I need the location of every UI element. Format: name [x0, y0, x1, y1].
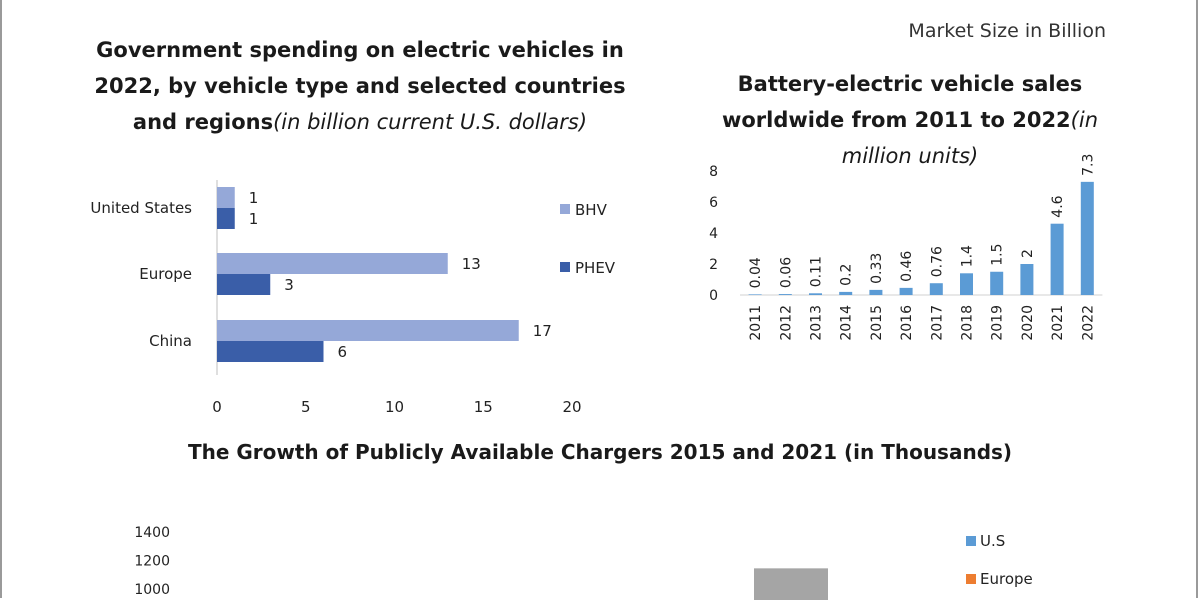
chart1-data-label: 17 [533, 322, 552, 340]
chart1-x-tick-label: 15 [474, 398, 493, 416]
chart2-x-tick-label: 2020 [1020, 305, 1036, 341]
chart2-data-label: 1.5 [990, 243, 1006, 265]
chart2-bar [839, 291, 853, 295]
chart3-y-tick-label: 1400 [134, 525, 170, 541]
chart1-data-label: 1 [249, 189, 259, 207]
chart2-bar [960, 273, 973, 295]
chart1-data-label: 6 [338, 343, 348, 361]
chart2-y-tick-label: 8 [709, 164, 718, 180]
chart2-x-tick-label: 2021 [1050, 305, 1066, 341]
chart2-bar [748, 294, 762, 295]
chart2-x-tick-label: 2017 [929, 305, 945, 341]
chart1-title: Government spending on electric vehicles… [80, 32, 640, 140]
chart1-bar-bhv [217, 187, 235, 208]
chart2-y-tick-label: 2 [709, 257, 718, 273]
bev-sales-chart: 0 2 4 6 8 0.04 2011 0.06 2012 0.11 2013 0.2 2014 0.33… [709, 154, 1103, 341]
chart1-bar-phev [217, 341, 324, 362]
chart3-legend-swatch [966, 536, 976, 546]
chart2-bar [899, 287, 913, 295]
chart1-bar-phev [217, 274, 271, 295]
chart1-legend-label: BHV [575, 201, 608, 219]
chart1-data-label: 3 [284, 276, 294, 294]
chart3-y-tick-label: 1000 [134, 582, 170, 598]
chart3-y-tick-label: 1200 [134, 554, 170, 570]
chart2-x-tick-label: 2014 [839, 305, 855, 341]
chart2-data-label: 1.4 [960, 245, 976, 267]
chart2-bar [809, 293, 822, 295]
chart2-x-tick-label: 2012 [778, 305, 794, 341]
chart2-data-label: 0.76 [929, 246, 945, 277]
chart2-x-tick-label: 2019 [990, 305, 1006, 341]
chart2-bar [929, 283, 943, 295]
chart2-bar [1050, 223, 1064, 295]
chart2-x-tick-label: 2022 [1080, 305, 1096, 341]
chart1-bar-bhv [217, 320, 519, 341]
chart1-bar-phev [217, 208, 235, 229]
chart2-data-label: 0.46 [899, 251, 915, 282]
chart1-title-text: Government spending on electric vehicles… [94, 38, 626, 134]
chart2-y-tick-label: 4 [709, 226, 718, 242]
chart2-data-label: 4.6 [1050, 195, 1066, 217]
chart1-data-label: 1 [249, 210, 259, 228]
chart2-data-label: 0.11 [809, 256, 825, 287]
chart1-x-tick-label: 0 [212, 398, 222, 416]
chart2-bar [990, 271, 1004, 295]
chart1-category-label: China [149, 332, 192, 350]
chart1-x-tick-label: 10 [385, 398, 404, 416]
chart2-x-tick-label: 2013 [809, 305, 825, 341]
chart1-category-label: Europe [139, 265, 192, 283]
chart2-data-label: 0.04 [748, 257, 764, 288]
chart1-x-tick-label: 5 [301, 398, 311, 416]
chart2-bar [1020, 264, 1034, 295]
chart2-data-label: 0.33 [869, 253, 885, 284]
chargers-growth-chart: 1400 1200 1000 U.S Europe [134, 525, 1033, 600]
chart1-subtitle: (in billion current U.S. dollars) [273, 110, 588, 134]
chart2-data-label: 0.2 [839, 264, 855, 286]
chart3-legend-swatch [966, 574, 976, 584]
chart2-subtitle: (in million units) [841, 108, 1099, 168]
chart2-data-label: 2 [1020, 249, 1036, 258]
chart1-legend-swatch-phev [560, 262, 570, 272]
chart3-legend-label: Europe [980, 570, 1033, 588]
government-spending-chart: United States 1 1 Europe 13 3 China 17 6 0 5 10 15 20… [90, 180, 616, 416]
chart2-title: Battery-electric vehicle sales worldwide… [700, 66, 1120, 174]
chart3-legend-label: U.S [980, 532, 1005, 550]
market-size-label: Market Size in Billion [908, 20, 1106, 42]
chart1-bar-bhv [217, 253, 448, 274]
chart1-data-label: 13 [462, 255, 481, 273]
chart2-data-label: 7.3 [1080, 154, 1096, 176]
chart1-legend-swatch-bhv [560, 204, 570, 214]
chart1-category-label: United States [90, 199, 192, 217]
chart2-x-tick-label: 2015 [869, 305, 885, 341]
chart2-bar [778, 294, 792, 295]
chart2-bar [1080, 181, 1094, 295]
chart2-y-tick-label: 6 [709, 195, 718, 211]
chart2-bar [869, 289, 883, 295]
chart3-title: The Growth of Publicly Available Charger… [187, 440, 1013, 464]
chart1-legend-label: PHEV [575, 259, 616, 277]
chart1-x-tick-label: 20 [562, 398, 581, 416]
chart2-y-tick-label: 0 [709, 288, 718, 304]
chart2-x-tick-label: 2018 [960, 305, 976, 341]
chart2-title-text: Battery-electric vehicle sales worldwide… [721, 72, 1083, 132]
chart2-x-tick-label: 2016 [899, 305, 915, 341]
chart3-bar [754, 568, 828, 600]
chart2-x-tick-label: 2011 [748, 305, 764, 341]
chart2-data-label: 0.06 [778, 257, 794, 288]
